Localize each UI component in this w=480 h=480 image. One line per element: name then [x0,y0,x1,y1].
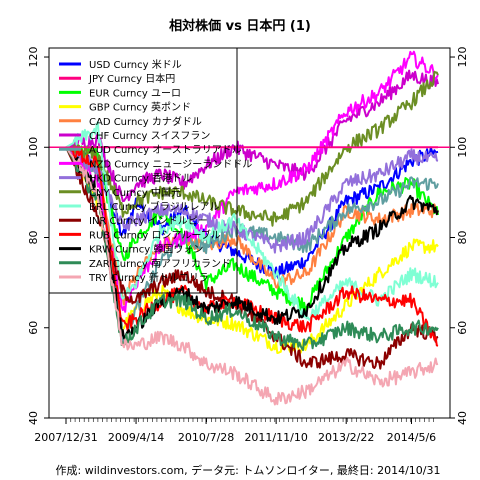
legend-label-11: INR Curncy インドルピー [89,215,208,227]
series-line-11 [65,146,439,370]
legend-label-12: RUB Curncy ロシアルーブル [89,228,221,241]
y-tick-label-left-3: 100 [27,137,40,158]
series-line-14 [65,146,439,352]
series-line-9 [65,70,439,227]
series-line-0 [65,145,439,280]
legend-label-9: CNY Curncy 中国元 [89,186,181,199]
x-tick-label-4: 2013/2/22 [318,431,374,444]
y-tick-label-left-0: 40 [27,411,40,425]
legend-label-8: HKD Curncy 香港ドル [89,173,192,185]
legend-label-13: KRW Curncy 韓国ウォン [89,244,203,256]
legend-label-4: CAD Curncy カナダドル [89,115,202,128]
x-tick-label-1: 2009/4/14 [108,431,164,444]
series-line-13 [65,146,439,340]
legend-label-3: GBP Curncy 英ポンド [89,101,191,114]
legend-label-1: JPY Curncy 日本円 [88,72,175,85]
legend-label-2: EUR Curncy ユーロ [89,88,181,99]
y-tick-label-right-1: 60 [456,321,469,335]
legend-label-6: AUD Curncy オーストラリアドル [89,144,242,156]
legend-label-7: NZD Curncy ニュージーランドドル [89,158,252,170]
legend-label-15: TRY Curncy 新トルコリラ [88,271,209,284]
y-tick-label-left-2: 80 [27,231,40,245]
x-tick-label-0: 2007/12/31 [34,431,97,444]
y-tick-label-left-4: 120 [27,47,40,68]
series-line-8 [65,146,439,254]
y-tick-label-right-2: 80 [456,231,469,245]
legend-label-14: ZAR Curncy 南アフリカランド [89,257,231,270]
legend-label-0: USD Curncy 米ドル [89,58,182,71]
legend-box [48,47,238,294]
y-tick-label-left-1: 60 [27,321,40,335]
y-tick-label-right-0: 40 [456,411,469,425]
legend-label-5: CHF Curncy スイスフラン [89,130,210,142]
chart-caption: 作成: wildinvestors.com, データ元: トムソンロイター, 最… [56,463,441,477]
y-tick-label-right-3: 100 [456,137,469,158]
x-tick-label-5: 2014/5/6 [387,431,436,444]
series-line-10 [65,121,439,321]
chart-title: 相対株価 vs 日本円 (1) [169,18,311,34]
x-tick-label-2: 2010/7/28 [178,431,234,444]
x-tick-label-3: 2011/11/10 [244,431,307,444]
series-line-15 [65,146,439,406]
legend-label-10: BRL Curncy ブラジルレアル [89,200,219,213]
y-tick-label-right-4: 120 [456,47,469,68]
